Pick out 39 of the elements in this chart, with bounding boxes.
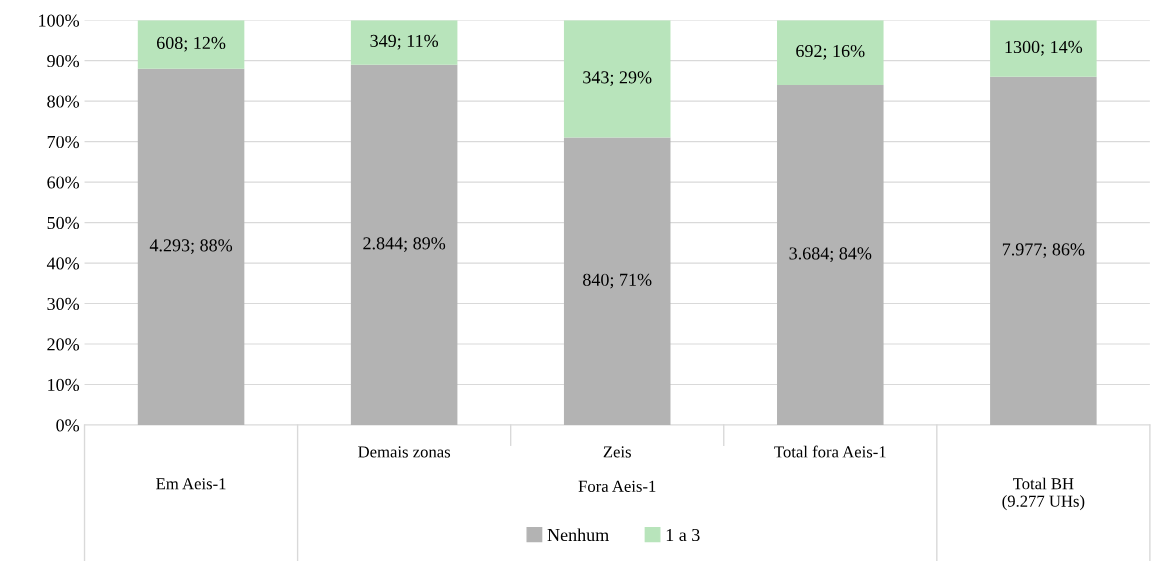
bar xyxy=(563,20,671,138)
bar xyxy=(563,137,671,426)
y-tick-label: 50% xyxy=(47,216,80,230)
y-tick-label: 20% xyxy=(47,338,80,351)
legend-label: Nenhum xyxy=(547,528,609,542)
y-tick-label: 10% xyxy=(48,378,80,392)
data-label: 7.977; 86% xyxy=(1002,243,1085,259)
bar xyxy=(777,84,884,426)
x-tick-label: Em Aeis-1 xyxy=(156,478,226,490)
data-label: 840; 71% xyxy=(583,273,652,289)
bar xyxy=(777,20,884,85)
y-tick-label: 60% xyxy=(47,176,80,189)
text: Fora Aeis-1 xyxy=(578,480,656,492)
data-label: 2.844; 89% xyxy=(363,237,446,252)
x-tick-label: Demais zonas xyxy=(358,446,451,458)
y-tick-label: 30% xyxy=(47,297,80,311)
bar xyxy=(990,76,1097,426)
data-label: 1300; 14% xyxy=(1005,40,1083,56)
bar xyxy=(350,20,458,65)
data-label: 608; 12% xyxy=(156,36,226,52)
x-tick-label: Total BH (9.277 UHs) xyxy=(1002,477,1085,511)
bar xyxy=(350,64,458,426)
y-tick-label: 40% xyxy=(46,257,80,270)
data-label: 349; 11% xyxy=(370,34,439,50)
bar xyxy=(137,68,245,426)
legend-label: 1 a 3 xyxy=(666,528,700,542)
x-tick-label: Zeis xyxy=(603,446,631,458)
data-label: 4.293; 88% xyxy=(149,239,233,255)
data-label: 343; 29% xyxy=(583,71,652,87)
y-tick-label: 100% xyxy=(39,14,80,27)
data-label: 692; 16% xyxy=(796,44,865,60)
bar xyxy=(137,20,245,69)
y-tick-label: 90% xyxy=(47,54,80,68)
y-tick-label: 0% xyxy=(56,419,80,432)
x-tick-label: Total fora Aeis-1 xyxy=(774,445,886,458)
bar xyxy=(990,20,1097,77)
y-tick-label: 70% xyxy=(47,135,80,149)
y-tick-label: 80% xyxy=(47,95,80,108)
data-label: 3.684; 84% xyxy=(789,247,872,263)
